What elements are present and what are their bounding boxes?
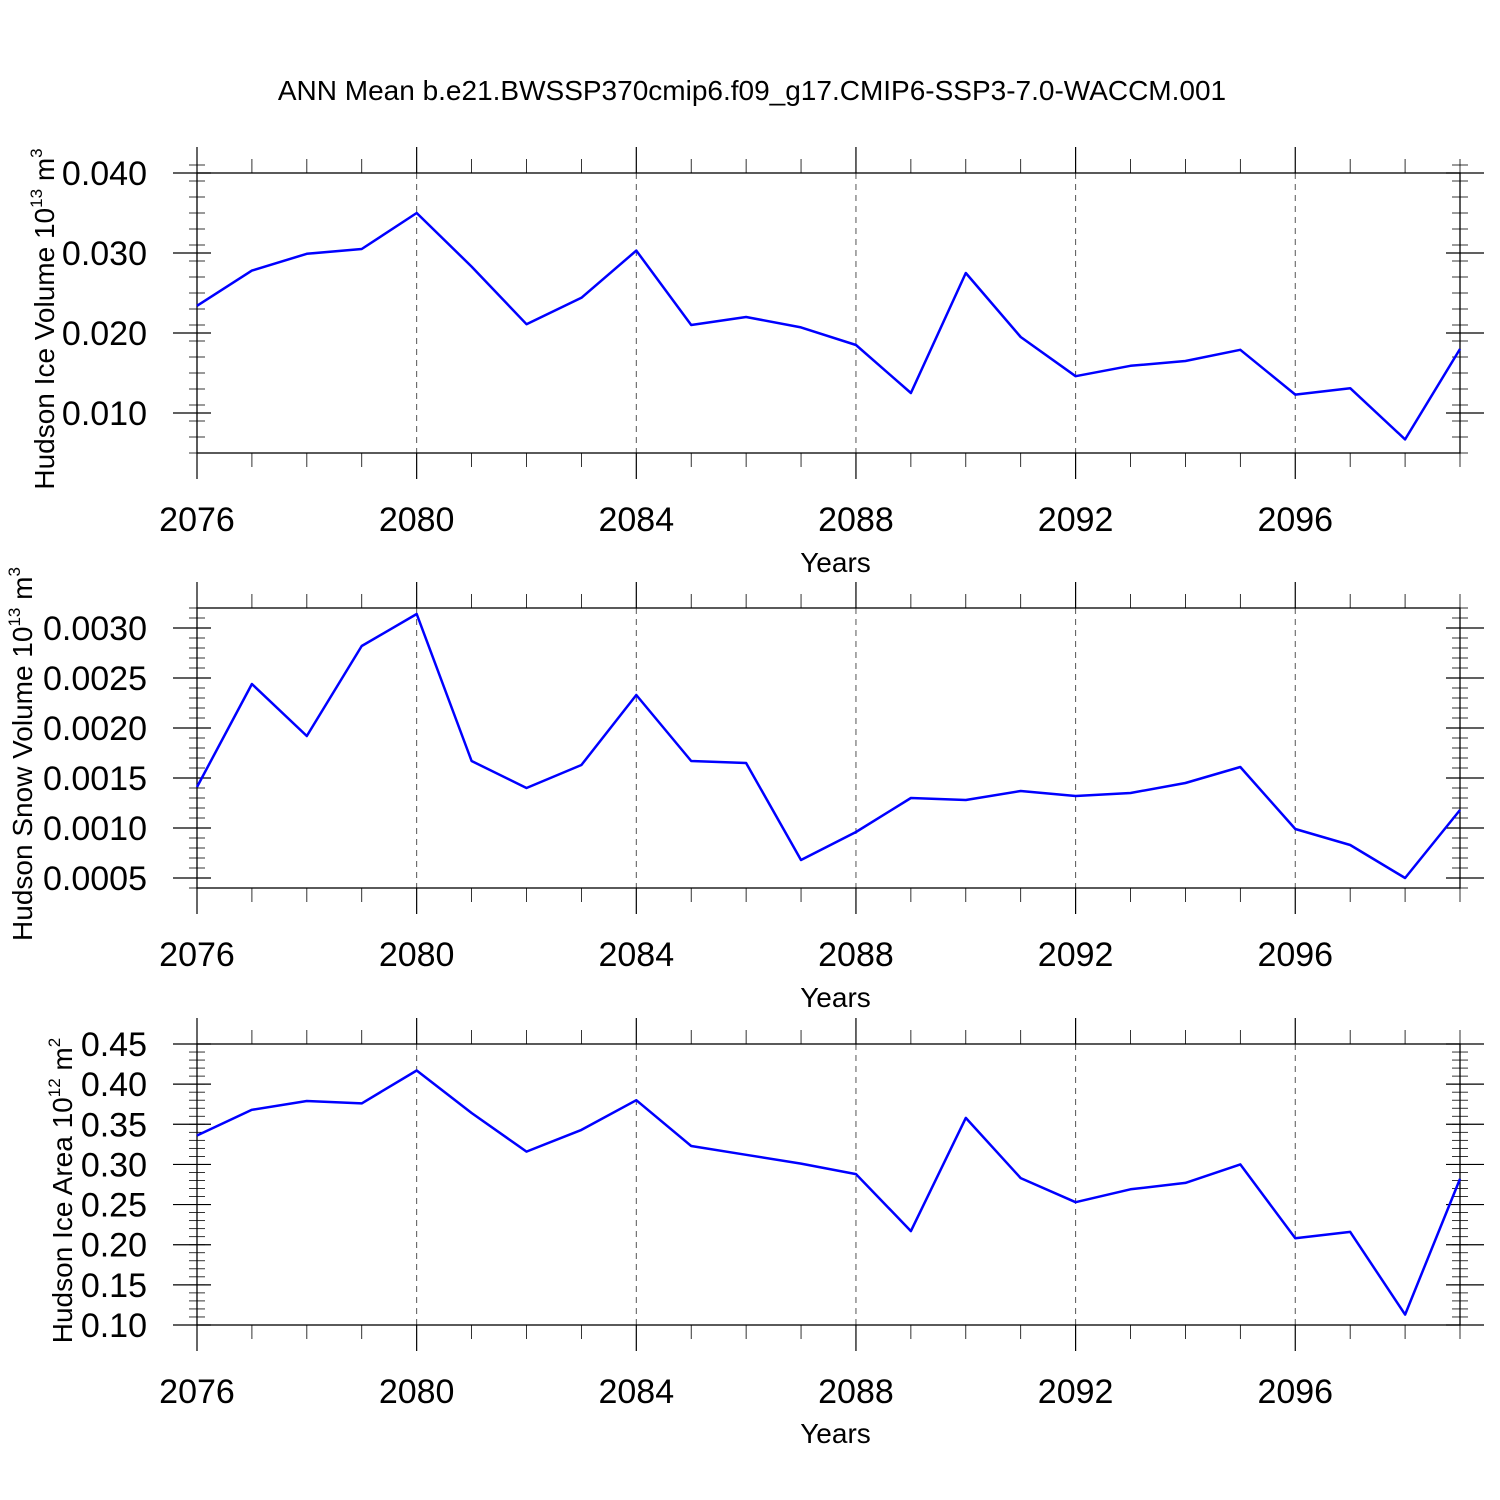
y-tick-label-2: 0.030 — [62, 235, 147, 273]
x-tick-label-2092: 2092 — [1038, 1373, 1114, 1411]
x-tick-label-2080: 2080 — [379, 936, 455, 974]
y-axis-unit: m — [7, 576, 38, 607]
axis-ticks — [173, 1018, 1484, 1351]
y-axis-unit-power: 3 — [5, 567, 24, 576]
y-axis-unit: m — [47, 1047, 78, 1078]
x-tick-label-2096: 2096 — [1257, 936, 1333, 974]
x-axis-label: Years — [800, 1418, 871, 1449]
x-tick-label-2076: 2076 — [159, 501, 235, 539]
x-tick-label-2096: 2096 — [1257, 501, 1333, 539]
x-tick-label-2076: 2076 — [159, 936, 235, 974]
y-axis-unit-exponent: 12 — [45, 1078, 64, 1097]
y-tick-label-5: 0.35 — [81, 1106, 147, 1144]
y-tick-label-0: 0.10 — [81, 1307, 147, 1345]
x-tick-label-2092: 2092 — [1038, 936, 1114, 974]
y-tick-label-0: 0.010 — [62, 395, 147, 433]
series-line-ice-volume — [196, 211, 1462, 441]
x-tick-label-2096: 2096 — [1257, 1373, 1333, 1411]
y-tick-label-7: 0.45 — [81, 1026, 147, 1064]
plot-frame — [196, 1043, 1461, 1326]
x-axis-label: Years — [800, 547, 871, 578]
y-axis-unit-base: 10 — [47, 1097, 78, 1128]
x-gridlines — [416, 608, 1296, 888]
y-axis-unit-exponent: 13 — [27, 189, 46, 208]
x-gridlines — [416, 173, 1296, 453]
y-tick-label-3: 0.25 — [81, 1187, 147, 1225]
series-line-snow-volume — [195, 612, 1461, 880]
y-tick-label-5: 0.0030 — [43, 610, 147, 648]
y-axis-unit: m — [29, 158, 60, 189]
y-tick-label-3: 0.0020 — [43, 710, 147, 748]
y-axis-unit-base: 10 — [29, 208, 60, 239]
y-axis-label: Hudson Ice Volume 1013 m3 — [27, 148, 60, 489]
x-tick-label-2084: 2084 — [598, 936, 674, 974]
y-axis-label-name: Hudson Ice Area — [47, 1136, 78, 1343]
tick-labels: 2076 2080 2084 2088 2092 2096 0.100.150.200.25… — [81, 1026, 1333, 1411]
y-axis-label: Hudson Ice Area 1012 m2 — [45, 1038, 78, 1343]
tick-labels: 2076 2080 2084 2088 2092 2096 0.0005 0.0010 0.00… — [43, 610, 1333, 974]
axis-ticks — [173, 582, 1484, 914]
y-axis-unit-power: 2 — [45, 1038, 64, 1047]
panel-snow-volume: 2076 2080 2084 2088 2092 2096 0.0005 0.0010 0.00… — [5, 567, 1484, 1013]
x-tick-label-2076: 2076 — [159, 1373, 235, 1411]
y-axis-unit-base: 10 — [7, 627, 38, 658]
x-tick-label-2084: 2084 — [598, 501, 674, 539]
figure-title: ANN Mean b.e21.BWSSP370cmip6.f09_g17.CMI… — [278, 75, 1226, 106]
x-tick-label-2088: 2088 — [818, 501, 894, 539]
x-tick-label-2092: 2092 — [1038, 501, 1114, 539]
plot-frame — [196, 607, 1461, 889]
y-tick-label-4: 0.30 — [81, 1146, 147, 1184]
tick-labels: 2076 2080 2084 2088 2092 2096 0.010 0.020 0.030 0… — [62, 155, 1333, 539]
y-axis-unit-exponent: 13 — [5, 608, 24, 627]
y-tick-label-4: 0.0025 — [43, 660, 147, 698]
panel-ice-volume: 2076 2080 2084 2088 2092 2096 0.010 0.020 0.030 0… — [27, 147, 1484, 578]
y-axis-label-name: Hudson Ice Volume — [29, 247, 60, 490]
y-tick-label-1: 0.0010 — [43, 810, 147, 848]
x-axis-label: Years — [800, 982, 871, 1013]
y-axis-label-name: Hudson Snow Volume — [7, 665, 38, 941]
x-tick-label-2080: 2080 — [379, 1373, 455, 1411]
y-tick-label-2: 0.0015 — [43, 760, 147, 798]
x-tick-label-2080: 2080 — [379, 501, 455, 539]
y-tick-label-6: 0.40 — [81, 1066, 147, 1104]
x-gridlines — [416, 1044, 1296, 1325]
y-tick-label-2: 0.20 — [81, 1227, 147, 1265]
y-axis-label: Hudson Snow Volume 1013 m3 — [5, 567, 38, 941]
x-tick-label-2084: 2084 — [598, 1373, 674, 1411]
y-tick-label-0: 0.0005 — [43, 860, 147, 898]
plot-frame — [196, 172, 1461, 454]
y-tick-label-1: 0.15 — [81, 1267, 147, 1305]
x-tick-label-2088: 2088 — [818, 1373, 894, 1411]
series-line-ice-area — [196, 1069, 1462, 1316]
axis-ticks — [173, 147, 1484, 479]
y-axis-unit-power: 3 — [27, 148, 46, 157]
y-tick-label-1: 0.020 — [62, 315, 147, 353]
panel-ice-area: 2076 2080 2084 2088 2092 2096 0.100.150.200.25… — [45, 1018, 1484, 1449]
x-tick-label-2088: 2088 — [818, 936, 894, 974]
y-tick-label-3: 0.040 — [62, 155, 147, 193]
